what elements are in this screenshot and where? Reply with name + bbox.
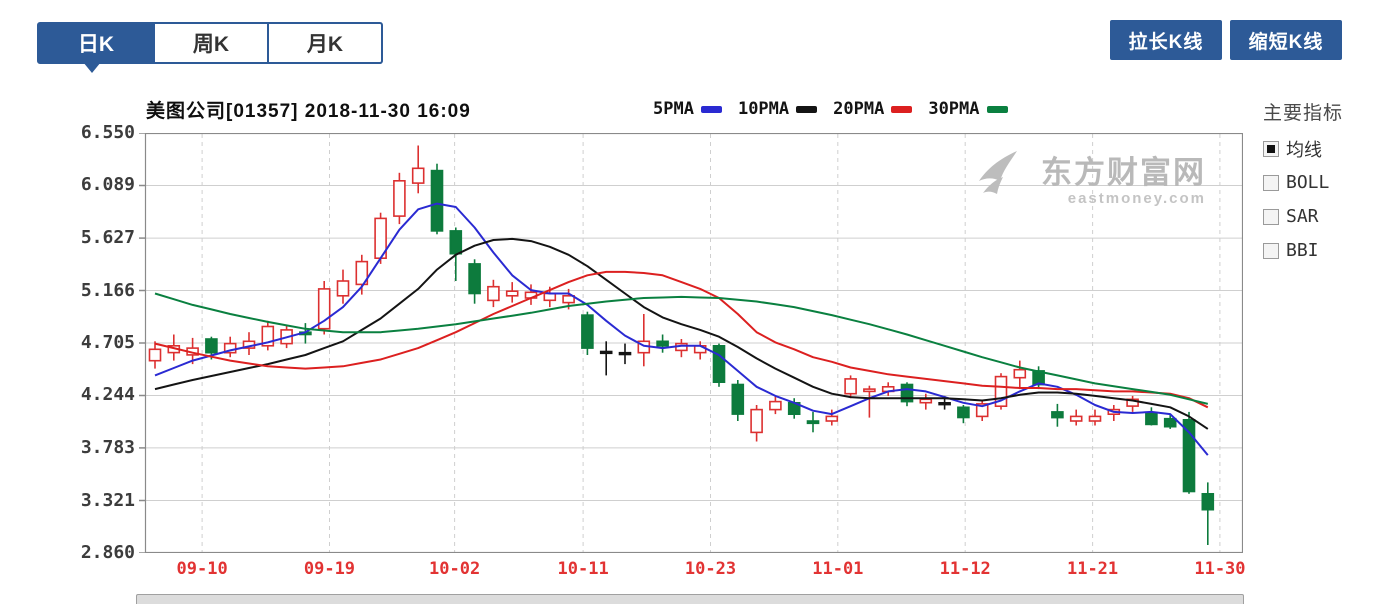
legend-ma5: 5PMA (653, 99, 722, 119)
ma-checkbox[interactable] (1263, 140, 1279, 157)
y-axis-tick-label: 6.550 (80, 122, 135, 143)
legend-ma20-label: 20PMA (833, 99, 885, 119)
indicator-ma-row[interactable]: 均线 (1263, 138, 1343, 161)
legend-ma5-label: 5PMA (653, 99, 694, 119)
x-axis-tick-label: 10-02 (429, 559, 481, 579)
legend-ma20: 20PMA (833, 99, 913, 119)
boll-checkbox[interactable] (1263, 174, 1279, 191)
indicator-sar-label: SAR (1286, 206, 1319, 227)
kline-plot-area[interactable] (139, 133, 1243, 553)
tab-weekly-k-label: 周K (192, 33, 230, 56)
y-axis-tick-label: 3.321 (80, 489, 135, 511)
legend-ma30-swatch (986, 105, 1008, 113)
x-axis-tick-label: 11-12 (939, 559, 991, 579)
indicator-boll-label: BOLL (1286, 172, 1330, 193)
legend-ma10-swatch (796, 105, 818, 113)
y-axis-tick-label: 6.089 (80, 174, 135, 196)
legend-ma10-label: 10PMA (737, 99, 790, 119)
legend-ma30: 30PMA (928, 99, 1008, 119)
lengthen-kline-button[interactable]: 拉长K线 (1110, 20, 1222, 60)
indicator-bbi-row[interactable]: BBI (1263, 240, 1343, 261)
y-axis-tick-label: 4.244 (80, 384, 135, 406)
x-axis-tick-label: 11-01 (812, 559, 864, 579)
tab-monthly-k[interactable]: 月K (267, 24, 381, 62)
x-axis-tick-label: 11-21 (1066, 559, 1119, 579)
indicator-panel-header: 主要指标 (1263, 103, 1344, 124)
horizontal-scrollbar[interactable] (136, 594, 1244, 604)
tab-monthly-k-label: 月K (306, 33, 344, 56)
period-tab-group: 日K 周K 月K (37, 22, 383, 73)
shorten-kline-button[interactable]: 缩短K线 (1230, 20, 1342, 60)
x-axis-tick-label: 10-23 (684, 559, 737, 579)
indicator-sar-row[interactable]: SAR (1263, 206, 1343, 227)
ma-legend: 5PMA 10PMA 20PMA 30PMA (653, 99, 1024, 119)
legend-ma5-swatch (700, 105, 722, 113)
chart-title: 美图公司[01357] 2018-11-30 16:09 (146, 101, 471, 122)
indicator-ma-label: 均线 (1286, 139, 1322, 161)
x-axis-tick-label: 10-11 (557, 559, 609, 579)
tab-daily-k[interactable]: 日K (39, 24, 153, 73)
legend-ma10: 10PMA (737, 99, 818, 119)
tab-daily-k-label: 日K (77, 33, 115, 56)
x-axis-tick-label: 09-19 (303, 559, 356, 579)
bbi-checkbox[interactable] (1263, 242, 1279, 259)
x-axis-tick-label: 09-10 (176, 559, 228, 579)
y-axis-tick-label: 4.705 (80, 332, 135, 353)
indicator-boll-row[interactable]: BOLL (1263, 172, 1343, 193)
indicator-bbi-label: BBI (1286, 240, 1319, 261)
sar-checkbox[interactable] (1263, 208, 1279, 225)
x-axis-tick-label: 11-30 (1194, 559, 1246, 579)
tab-weekly-k[interactable]: 周K (153, 24, 267, 62)
y-axis-tick-label: 5.627 (80, 227, 135, 249)
legend-ma20-swatch (891, 105, 913, 113)
legend-ma30-label: 30PMA (928, 99, 980, 119)
y-axis-tick-label: 3.783 (80, 436, 135, 458)
y-axis-tick-label: 2.860 (80, 542, 135, 563)
y-axis-tick-label: 5.166 (80, 279, 135, 301)
selected-tab-pointer (83, 62, 101, 73)
indicator-panel: 主要指标 均线 BOLL SAR BBI (1263, 98, 1343, 261)
